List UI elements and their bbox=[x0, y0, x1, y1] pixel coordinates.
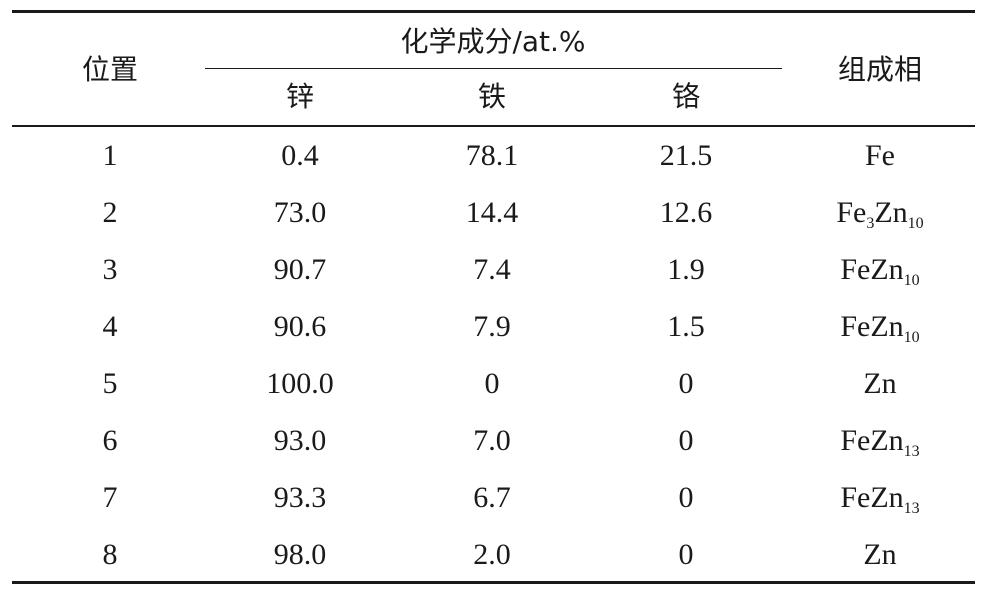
phase-text: Zn bbox=[874, 196, 908, 229]
phase-text: Fe bbox=[836, 196, 867, 229]
phase-subscript: 13 bbox=[903, 500, 920, 517]
value-cell: 93.0 bbox=[273, 424, 327, 457]
top-rule bbox=[12, 10, 975, 13]
phase-cell: Zn bbox=[863, 369, 896, 399]
phase-cell: FeZn13 bbox=[840, 424, 919, 460]
phase-text: Zn bbox=[863, 538, 897, 571]
position-cell: 3 bbox=[102, 253, 118, 286]
phase-subscript: 10 bbox=[903, 272, 920, 289]
header-composition: 化学成分/at.% bbox=[400, 25, 586, 58]
phase-text: FeZn bbox=[840, 310, 904, 343]
phase-text: Fe bbox=[865, 139, 895, 172]
header-element: 铁 bbox=[477, 80, 507, 113]
value-cell: 100.0 bbox=[266, 367, 334, 400]
value-cell: 7.0 bbox=[473, 424, 511, 457]
value-cell: 0 bbox=[484, 367, 500, 400]
position-cell: 7 bbox=[102, 481, 118, 514]
value-cell: 73.0 bbox=[273, 196, 327, 229]
value-cell: 0.4 bbox=[281, 139, 319, 172]
value-cell: 1.9 bbox=[667, 253, 705, 286]
value-cell: 7.9 bbox=[473, 310, 511, 343]
position-cell: 2 bbox=[102, 196, 118, 229]
value-cell: 93.3 bbox=[273, 481, 327, 514]
value-cell: 21.5 bbox=[659, 139, 713, 172]
phase-cell: FeZn10 bbox=[840, 310, 919, 346]
value-cell: 6.7 bbox=[473, 481, 511, 514]
phase-cell: Fe bbox=[865, 141, 895, 171]
value-cell: 1.5 bbox=[667, 310, 705, 343]
header-element: 铬 bbox=[671, 80, 701, 113]
value-cell: 90.6 bbox=[273, 310, 327, 343]
position-cell: 8 bbox=[102, 538, 118, 571]
header-phase: 组成相 bbox=[837, 53, 923, 86]
position-cell: 6 bbox=[102, 424, 118, 457]
bottom-rule bbox=[12, 581, 975, 584]
phase-cell: FeZn13 bbox=[840, 481, 919, 517]
position-cell: 5 bbox=[102, 367, 118, 400]
value-cell: 0 bbox=[678, 367, 694, 400]
position-cell: 4 bbox=[102, 310, 118, 343]
phase-subscript: 10 bbox=[907, 215, 924, 232]
phase-text: Zn bbox=[863, 367, 897, 400]
phase-cell: Zn bbox=[863, 540, 896, 570]
group-rule bbox=[205, 68, 782, 69]
value-cell: 12.6 bbox=[659, 196, 713, 229]
header-rule bbox=[12, 125, 975, 127]
phase-cell: FeZn10 bbox=[840, 253, 919, 289]
value-cell: 0 bbox=[678, 481, 694, 514]
value-cell: 78.1 bbox=[465, 139, 519, 172]
phase-subscript: 10 bbox=[903, 329, 920, 346]
position-cell: 1 bbox=[102, 139, 118, 172]
value-cell: 90.7 bbox=[273, 253, 327, 286]
value-cell: 14.4 bbox=[465, 196, 519, 229]
header-element: 锌 bbox=[285, 80, 315, 113]
phase-text: FeZn bbox=[840, 424, 904, 457]
value-cell: 98.0 bbox=[273, 538, 327, 571]
value-cell: 7.4 bbox=[473, 253, 511, 286]
phase-text: FeZn bbox=[840, 481, 904, 514]
phase-cell: Fe3Zn10 bbox=[836, 196, 923, 232]
phase-subscript: 13 bbox=[903, 443, 920, 460]
value-cell: 0 bbox=[678, 538, 694, 571]
header-position: 位置 bbox=[81, 53, 139, 86]
phase-subscript: 3 bbox=[866, 215, 875, 232]
phase-text: FeZn bbox=[840, 253, 904, 286]
value-cell: 2.0 bbox=[473, 538, 511, 571]
value-cell: 0 bbox=[678, 424, 694, 457]
